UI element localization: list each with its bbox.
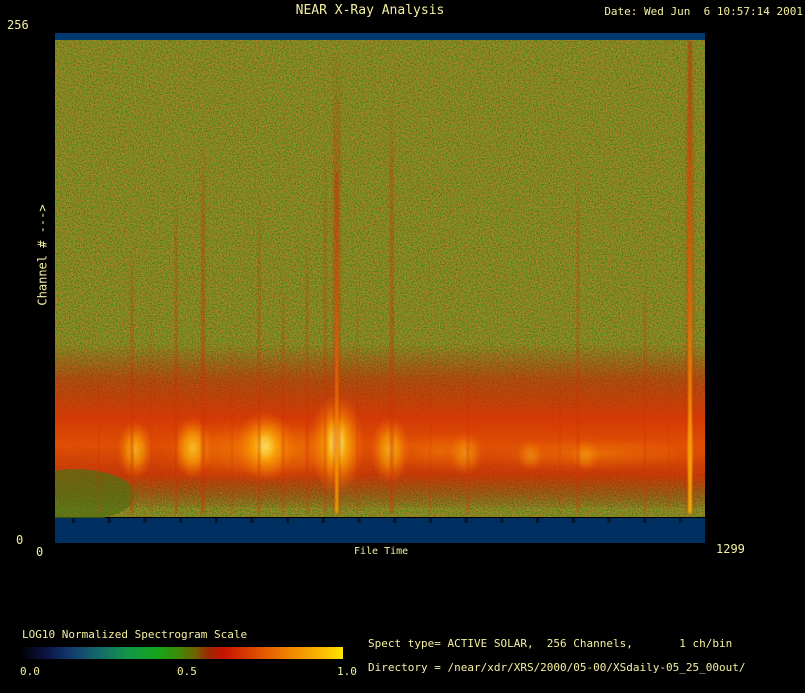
spectrogram-canvas <box>55 33 705 545</box>
date-label: Date: Wed Jun 6 10:57:14 2001 <box>604 6 803 18</box>
texture-overlay <box>55 40 705 517</box>
colorbar-title: LOG10 Normalized Spectrogram Scale <box>22 629 247 641</box>
y-axis-min-label: 0 <box>16 534 23 547</box>
colorbar-tick-mid: 0.5 <box>177 666 197 678</box>
gap-bar-tick-marks <box>55 518 705 523</box>
spect-type-label: Spect type= ACTIVE SOLAR, 256 Channels, … <box>368 638 732 650</box>
y-axis-title: Channel # ---> <box>36 204 49 305</box>
x-axis-max-label: 1299 <box>716 543 745 556</box>
colorbar-gradient <box>22 647 343 659</box>
colorbar-tick-min: 0.0 <box>20 666 40 678</box>
colorbar-tick-max: 1.0 <box>337 666 357 678</box>
spectrogram-heatmap <box>55 33 705 545</box>
x-axis-min-label: 0 <box>36 546 43 559</box>
near-xray-analysis-window: NEAR X-Ray Analysis Date: Wed Jun 6 10:5… <box>0 0 805 693</box>
bottom-edge <box>55 543 705 545</box>
directory-label: Directory = /near/xdr/XRS/2000/05-00/XSd… <box>368 662 746 674</box>
y-axis-max-label: 256 <box>7 19 29 32</box>
x-axis-title: File Time <box>354 546 408 557</box>
data-gap-bar-top <box>55 33 705 40</box>
